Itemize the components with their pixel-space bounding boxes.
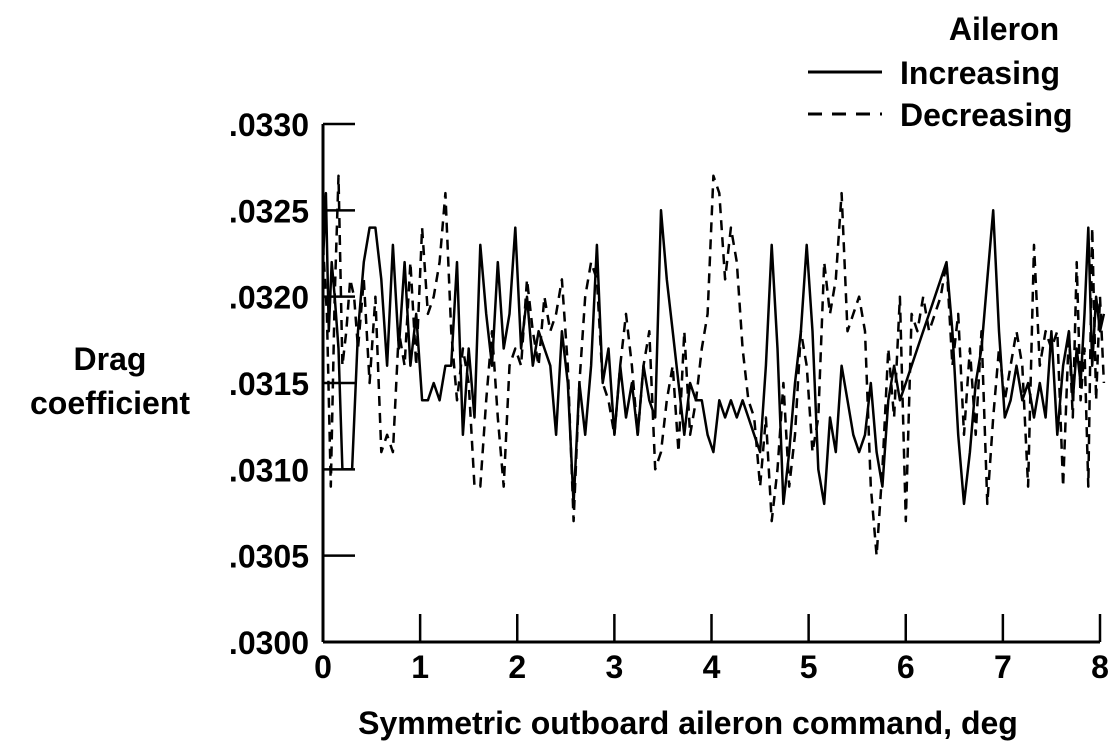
x-tick-label: 1 <box>411 649 429 685</box>
y-tick-label: .0300 <box>229 625 309 661</box>
y-tick-label: .0310 <box>229 452 309 488</box>
x-tick-label: 8 <box>1091 649 1109 685</box>
x-tick-label: 7 <box>994 649 1012 685</box>
series-line-decreasing <box>321 174 1106 557</box>
tick-labels: .0300 .0305 .0310 .0315 .0320 .0325 .0330 0 1 2 3 4… <box>229 107 1109 685</box>
y-tick-label: .0315 <box>229 366 309 402</box>
y-tick-label: .0305 <box>229 539 309 575</box>
x-axis-title: Symmetric outboard aileron command, deg <box>358 705 1018 741</box>
series-line-increasing <box>321 191 1106 506</box>
y-axis-title-line-1: Drag <box>74 341 147 377</box>
legend: Aileron Increasing Decreasing <box>808 11 1073 133</box>
legend-increasing-label: Increasing <box>900 55 1060 91</box>
x-tick-label: 4 <box>703 649 721 685</box>
y-tick-label: .0320 <box>229 280 309 316</box>
x-tick-label: 0 <box>314 649 332 685</box>
x-tick-label: 2 <box>508 649 526 685</box>
x-tick-label: 5 <box>800 649 818 685</box>
x-tick-label: 6 <box>897 649 915 685</box>
y-tick-label: .0325 <box>229 193 309 229</box>
x-tick-label: 3 <box>605 649 623 685</box>
series-layer <box>321 174 1106 557</box>
y-axis-title-line-2: coefficient <box>30 385 190 421</box>
legend-decreasing-label: Decreasing <box>900 97 1073 133</box>
y-tick-label: .0330 <box>229 107 309 143</box>
legend-title: Aileron <box>949 11 1059 47</box>
